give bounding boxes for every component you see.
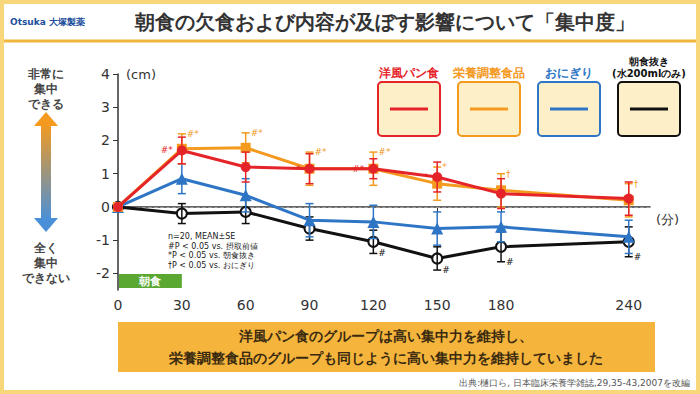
svg-text:*: * [424,172,429,182]
svg-text:非常に: 非常に [27,67,64,81]
svg-text:4: 4 [101,66,110,82]
svg-text:栄養調整食品のグループも同じように高い集中力を維持していまし: 栄養調整食品のグループも同じように高い集中力を維持していました [169,350,603,367]
svg-text:おにぎり: おにぎり [545,66,593,80]
svg-text:0: 0 [114,297,123,313]
svg-text:-1: -1 [96,232,110,248]
svg-text:朝食抜き: 朝食抜き [628,56,669,67]
svg-text:120: 120 [360,297,387,313]
svg-text:#*: #* [251,128,264,138]
svg-text:(cm): (cm) [126,67,156,82]
svg-text:できない: できない [22,271,70,285]
svg-text:†: † [634,179,639,189]
svg-text:0: 0 [101,199,110,215]
svg-text:集中: 集中 [33,256,58,270]
svg-text:#*: #* [378,147,391,157]
svg-text:集中: 集中 [33,82,58,96]
svg-text:出典:樋口ら, 日本臨床栄養学雑誌,29,35-43,200: 出典:樋口ら, 日本臨床栄養学雑誌,29,35-43,2007を改編 [459,378,690,388]
svg-text:†: † [506,169,511,179]
svg-text:朝食の欠食および内容が及ぼす影響について「集中度」: 朝食の欠食および内容が及ぼす影響について「集中度」 [134,10,635,34]
svg-text:#*: #* [187,129,200,139]
svg-text:#*: #* [161,145,174,155]
svg-text:栄養調整食品: 栄養調整食品 [453,66,525,80]
svg-text:30: 30 [173,297,191,313]
svg-text:#*: #* [352,164,365,174]
svg-text:洋風パン食: 洋風パン食 [378,66,439,80]
svg-text:(分): (分) [656,212,679,227]
svg-text:n=20, MEAN±SE: n=20, MEAN±SE [168,232,235,241]
svg-text:Otsuka 大塚製薬: Otsuka 大塚製薬 [10,17,85,27]
svg-text:240: 240 [615,297,642,313]
svg-text:90: 90 [301,297,319,313]
svg-text:#: # [442,265,450,275]
svg-text:#: # [378,248,386,258]
svg-text:洋風パン食のグループは高い集中力を維持し、: 洋風パン食のグループは高い集中力を維持し、 [238,328,533,344]
svg-text:150: 150 [424,297,451,313]
svg-text:(水200mlのみ): (水200mlのみ) [612,68,686,79]
svg-text:#P < 0.05 vs. 摂取前値: #P < 0.05 vs. 摂取前値 [168,242,258,251]
svg-text:-2: -2 [96,265,110,281]
svg-text:2: 2 [101,132,110,148]
svg-text:*: * [296,164,301,174]
svg-text:3: 3 [101,99,110,115]
svg-text:#*: #* [315,147,328,157]
svg-text:全く: 全く [33,241,58,255]
svg-text:#: # [506,257,514,267]
svg-text:1: 1 [101,166,110,182]
svg-text:#: # [634,252,642,262]
svg-text:朝食: 朝食 [138,275,161,288]
svg-text:*: * [442,162,447,172]
svg-text:180: 180 [488,297,515,313]
svg-text:*P < 0.05 vs. 朝食抜き: *P < 0.05 vs. 朝食抜き [168,251,255,260]
svg-text:60: 60 [237,297,255,313]
svg-text:できる: できる [28,97,64,111]
svg-text:†P < 0.05 vs. おにぎり: †P < 0.05 vs. おにぎり [168,261,255,270]
